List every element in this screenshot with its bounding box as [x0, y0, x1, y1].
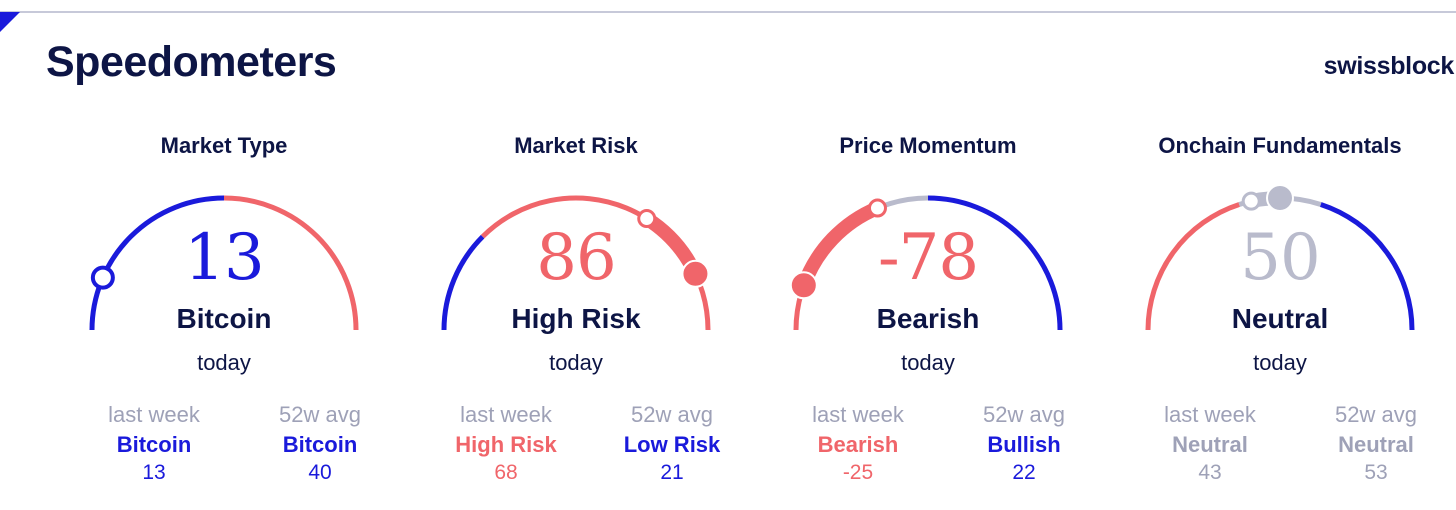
- stat-52w-avg: 52w avg Bullish 22: [954, 400, 1094, 486]
- gauge-segment: [1145, 202, 1240, 331]
- stat-last-week: last week Bearish -25: [788, 400, 928, 486]
- stat-label: last week: [108, 402, 200, 427]
- current-value-marker: [789, 271, 818, 300]
- gauge-market-type: Market Type 13 Bitcoin today last week B…: [64, 120, 384, 500]
- stat-state: Neutral: [1338, 432, 1414, 457]
- stat-label: 52w avg: [631, 402, 713, 427]
- gauge-price-momentum: Price Momentum -78 Bearish today last we…: [768, 120, 1088, 500]
- gauge-segment: [89, 195, 225, 331]
- stat-last-week: last week Bitcoin 13: [84, 400, 224, 486]
- stat-value: 53: [1364, 461, 1388, 484]
- gauge-dial: [789, 195, 1063, 331]
- stat-value: 13: [142, 461, 166, 484]
- stat-state: Neutral: [1172, 432, 1248, 457]
- stat-label: 52w avg: [279, 402, 361, 427]
- top-divider: [0, 11, 1456, 13]
- gauge-state: Bitcoin: [176, 303, 272, 334]
- stat-state: Low Risk: [623, 432, 721, 457]
- gauge-state: Neutral: [1231, 303, 1329, 334]
- stat-label: last week: [460, 402, 552, 427]
- gauge-value: 13: [184, 221, 264, 295]
- last-week-marker: [1241, 191, 1261, 211]
- last-week-marker: [637, 209, 657, 229]
- stat-value: 22: [1012, 461, 1036, 484]
- stat-value: 40: [308, 461, 332, 484]
- stat-last-week: last week Neutral 43: [1140, 400, 1280, 486]
- gauge-segment: [1320, 202, 1415, 331]
- stat-label: last week: [812, 402, 904, 427]
- stat-state: Bitcoin: [282, 432, 358, 457]
- stat-label: 52w avg: [983, 402, 1065, 427]
- gauge-onchain-fundamentals: Onchain Fundamentals 50 Neutral today la…: [1120, 120, 1440, 500]
- gauge-title: Onchain Fundamentals: [1158, 133, 1402, 158]
- gauge-segment: [223, 195, 359, 331]
- gauge-segment: [441, 234, 485, 331]
- stat-state: Bitcoin: [116, 432, 192, 457]
- gauge-state: High Risk: [511, 303, 641, 334]
- gauge-title: Price Momentum: [839, 133, 1017, 158]
- stat-52w-avg: 52w avg Neutral 53: [1306, 400, 1446, 486]
- gauge-today-label: today: [549, 350, 603, 375]
- gauge-dial: [89, 195, 359, 331]
- gauge-today-label: today: [901, 350, 955, 375]
- gauge-today-label: today: [197, 350, 251, 375]
- gauge-state: Bearish: [876, 303, 980, 334]
- gauge-market-risk: Market Risk 86 High Risk today last week…: [416, 120, 736, 500]
- gauge-title: Market Type: [160, 133, 288, 158]
- stat-value: 68: [494, 461, 518, 484]
- gauge-today-label: today: [1253, 350, 1307, 375]
- gauge-dial: [441, 195, 711, 331]
- gauge-value: 86: [536, 221, 616, 295]
- last-week-marker: [867, 198, 887, 218]
- current-value-marker: [1266, 184, 1294, 212]
- stat-label: last week: [1164, 402, 1256, 427]
- stat-state: High Risk: [455, 432, 557, 457]
- gauge-dial: [1145, 184, 1415, 331]
- stat-state: Bearish: [817, 432, 899, 457]
- stat-52w-avg: 52w avg Bitcoin 40: [250, 400, 390, 486]
- gauge-value: 50: [1240, 221, 1320, 295]
- stat-state: Bullish: [987, 432, 1061, 457]
- gauge-value: -78: [877, 221, 979, 295]
- stat-value: 43: [1198, 461, 1222, 484]
- gauge-title: Market Risk: [514, 133, 638, 158]
- stat-value: 21: [660, 461, 684, 484]
- stat-last-week: last week High Risk 68: [436, 400, 576, 486]
- brand-logo: swissblock: [1323, 52, 1455, 80]
- page-title: Speedometers: [46, 38, 337, 86]
- stat-value: -25: [842, 461, 874, 484]
- stat-label: 52w avg: [1335, 402, 1417, 427]
- gauge-segment: [927, 195, 1063, 331]
- current-value-marker: [681, 259, 710, 288]
- stat-52w-avg: 52w avg Low Risk 21: [602, 400, 742, 486]
- corner-flag-icon: [0, 12, 20, 32]
- current-value-marker: [90, 265, 115, 290]
